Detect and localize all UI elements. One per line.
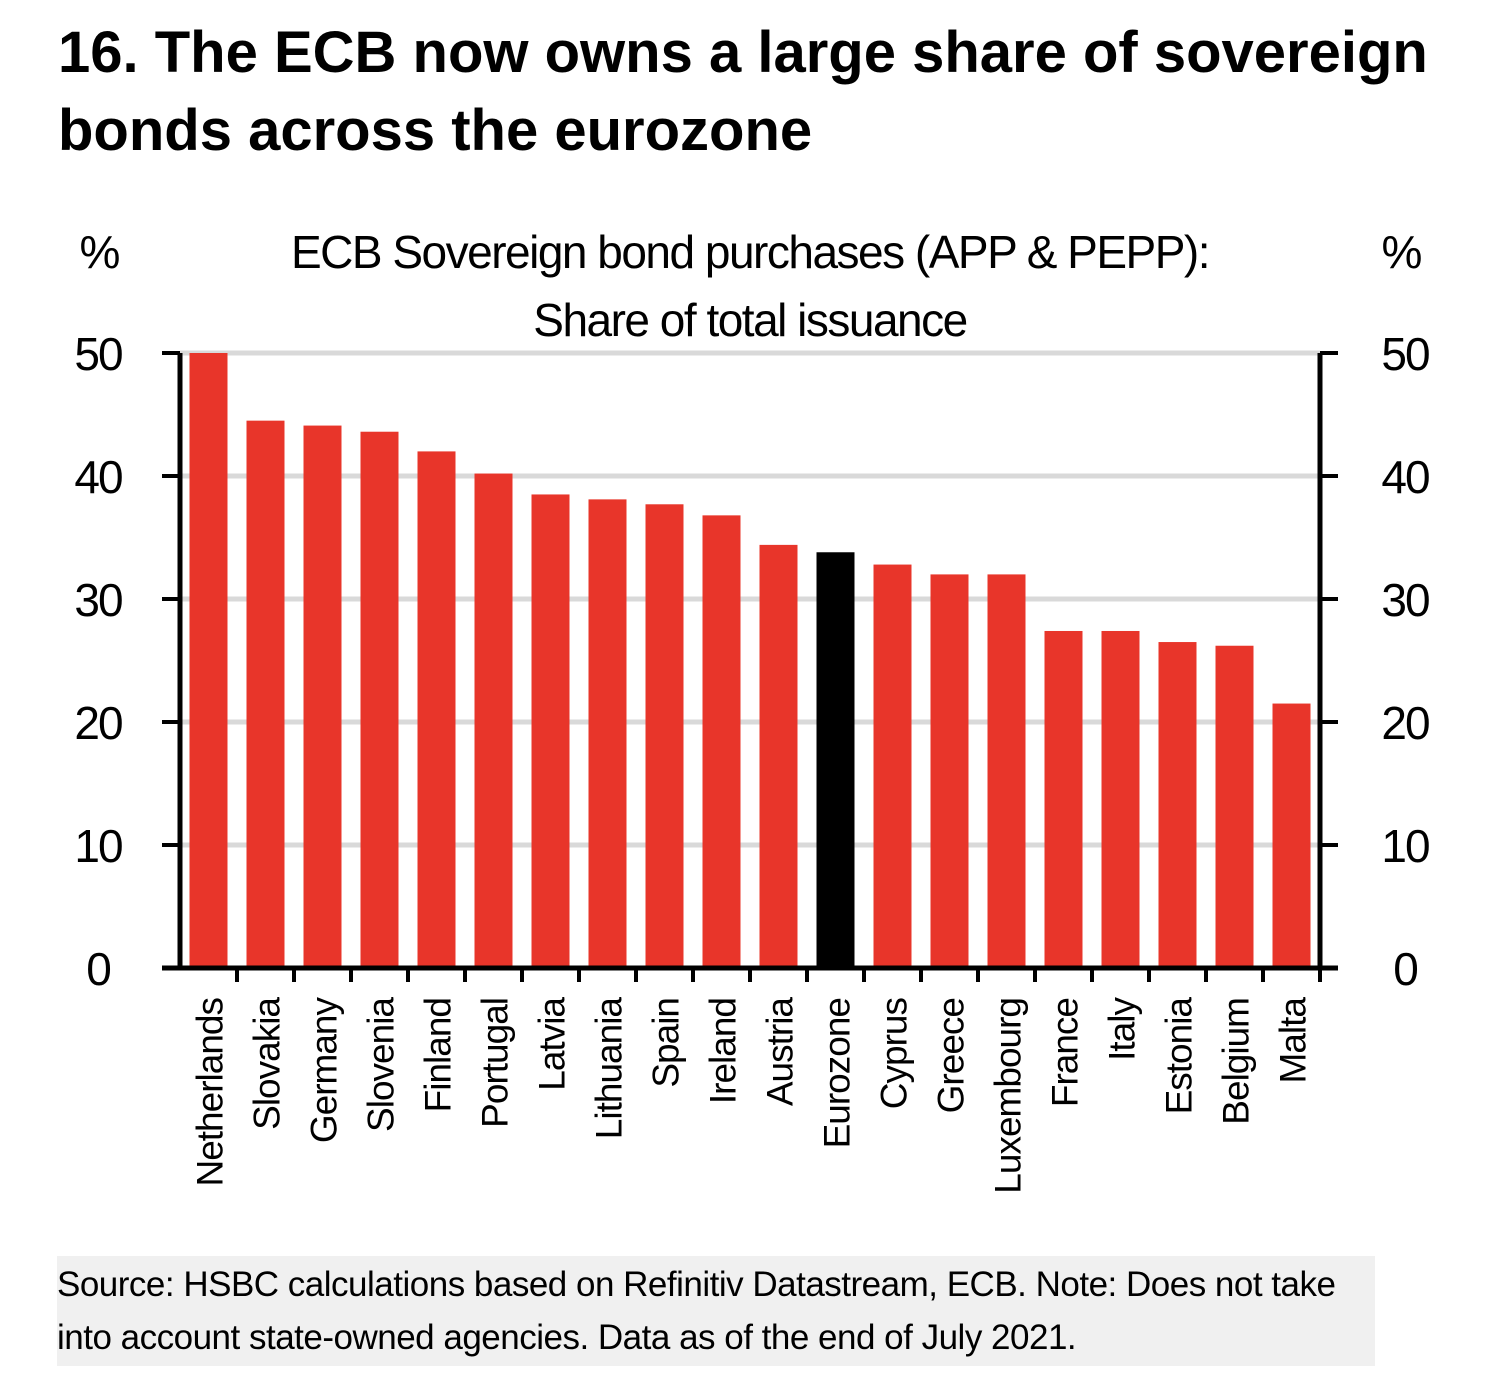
- category-label: Ireland: [703, 998, 744, 1104]
- bar-austria: [759, 544, 798, 968]
- category-label: Slovenia: [361, 997, 402, 1132]
- bar-ireland: [702, 515, 741, 968]
- category-label: Latvia: [532, 997, 573, 1091]
- bar-france: [1044, 630, 1083, 968]
- bar-latvia: [531, 494, 570, 968]
- right-tick-label: 50: [1381, 328, 1429, 380]
- left-axis-unit: %: [80, 226, 121, 278]
- chart-subtitle-line1: ECB Sovereign bond purchases (APP & PEPP…: [291, 226, 1209, 278]
- bar-malta: [1272, 703, 1311, 968]
- bar-slovakia: [246, 420, 285, 968]
- bar-estonia: [1158, 642, 1197, 968]
- right-tick-label: 10: [1381, 820, 1429, 872]
- bar-greece: [930, 574, 969, 968]
- right-tick-label: 30: [1381, 574, 1429, 626]
- right-tick-label: 20: [1381, 697, 1429, 749]
- bar-finland: [417, 451, 456, 968]
- category-label: Belgium: [1216, 998, 1257, 1125]
- bar-germany: [303, 425, 342, 968]
- bar-eurozone: [816, 552, 855, 968]
- category-label: Cyprus: [874, 998, 915, 1110]
- category-label: France: [1045, 998, 1086, 1107]
- chart-subtitle-line2: Share of total issuance: [533, 294, 966, 346]
- left-tick-label: 40: [74, 451, 122, 503]
- left-tick-label: 50: [74, 328, 122, 380]
- source-note: Source: HSBC calculations based on Refin…: [57, 1256, 1375, 1366]
- category-label: Eurozone: [817, 998, 858, 1148]
- category-label: Portugal: [475, 998, 516, 1128]
- bar-portugal: [474, 473, 513, 968]
- right-axis-unit: %: [1382, 226, 1423, 278]
- bar-netherlands: [189, 353, 228, 968]
- right-tick-label: 0: [1393, 943, 1417, 995]
- left-tick-label: 30: [74, 574, 122, 626]
- category-label: Italy: [1102, 997, 1143, 1061]
- category-label: Malta: [1273, 997, 1314, 1084]
- category-label: Finland: [418, 998, 459, 1112]
- bar-spain: [645, 504, 684, 968]
- left-tick-label: 10: [74, 820, 122, 872]
- category-label: Luxembourg: [988, 998, 1029, 1194]
- bar-cyprus: [873, 564, 912, 968]
- right-tick-label: 40: [1381, 451, 1429, 503]
- category-label: Netherlands: [190, 998, 231, 1187]
- bar-slovenia: [360, 431, 399, 969]
- category-label: Austria: [760, 997, 801, 1107]
- left-tick-label: 0: [86, 943, 110, 995]
- bar-belgium: [1215, 645, 1254, 968]
- category-label: Greece: [931, 998, 972, 1113]
- category-label: Slovakia: [247, 997, 288, 1130]
- category-label: Lithuania: [589, 997, 630, 1140]
- bar-italy: [1101, 630, 1140, 968]
- bar-luxembourg: [987, 574, 1026, 968]
- left-tick-label: 20: [74, 697, 122, 749]
- category-label: Estonia: [1159, 997, 1200, 1115]
- chart-title: 16. The ECB now owns a large share of so…: [58, 20, 1428, 163]
- category-label: Spain: [646, 998, 687, 1088]
- bar-chart: % % ECB Sovereign bond purchases (APP & …: [74, 226, 1431, 1194]
- bar-lithuania: [588, 499, 627, 968]
- category-label: Germany: [304, 997, 345, 1144]
